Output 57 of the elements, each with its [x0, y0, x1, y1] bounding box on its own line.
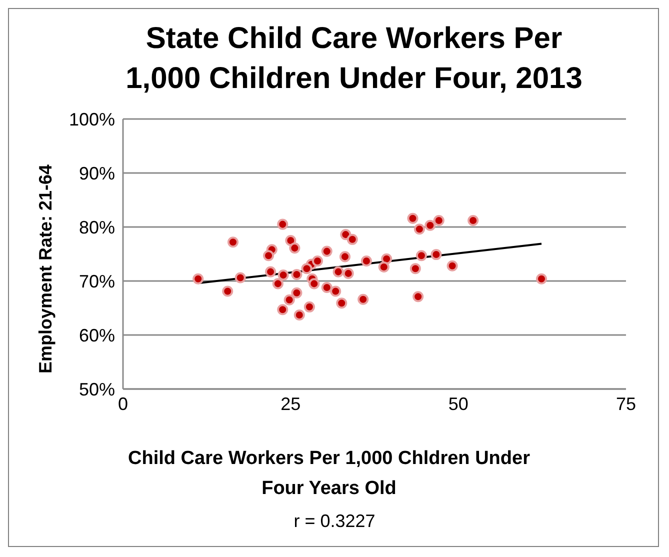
point [304, 301, 315, 312]
point [381, 253, 392, 264]
point [285, 234, 296, 246]
text: r = 0.3227 [292, 511, 376, 532]
y-axis-title: Employment Rate: 21-64 [36, 164, 56, 374]
point [410, 263, 421, 274]
point [412, 291, 424, 302]
x-tick-label: 75 [616, 394, 636, 414]
point [339, 251, 351, 262]
y-tick-label: 90% [78, 163, 115, 184]
point [358, 294, 369, 305]
y-tick-label: 100% [68, 109, 115, 130]
y-tick-label: 50% [78, 379, 115, 400]
point [433, 215, 444, 226]
point [277, 218, 288, 230]
point [234, 272, 246, 284]
y-tick-label: 80% [78, 217, 115, 238]
point [468, 215, 479, 226]
point [330, 286, 342, 297]
point [360, 256, 372, 267]
point [321, 246, 332, 257]
point [416, 250, 427, 262]
point [430, 249, 442, 260]
point [336, 298, 348, 309]
x-tick-label: 0 [118, 394, 128, 414]
point [414, 224, 425, 235]
point [272, 278, 284, 290]
point [192, 273, 204, 284]
point [284, 294, 295, 306]
point [265, 266, 276, 278]
point [424, 220, 436, 231]
x-tick-label: 25 [280, 394, 301, 414]
x-tick-label: 50 [448, 394, 468, 414]
point [321, 282, 332, 293]
x-axis-title: Child Care Workers Per 1,000 Chldren Under Four Years Old [127, 447, 531, 501]
y-tick-label: 70% [78, 271, 115, 292]
point [289, 242, 300, 254]
point [378, 261, 390, 272]
y-tick-label: 60% [78, 325, 115, 346]
point [342, 268, 354, 279]
point [278, 270, 289, 281]
point [308, 278, 320, 290]
point [332, 266, 344, 278]
point [227, 236, 239, 248]
point [536, 273, 548, 284]
point [277, 304, 288, 316]
point [407, 212, 418, 224]
point [291, 287, 302, 298]
point [312, 256, 324, 267]
point [222, 286, 234, 297]
point [294, 310, 305, 321]
point [446, 260, 458, 272]
point [291, 269, 302, 280]
point [346, 234, 358, 245]
point [301, 263, 312, 274]
chart-title: State Child Care Workers Per 1,000 Children Under Four, 2013 [124, 21, 584, 97]
point [263, 250, 274, 262]
